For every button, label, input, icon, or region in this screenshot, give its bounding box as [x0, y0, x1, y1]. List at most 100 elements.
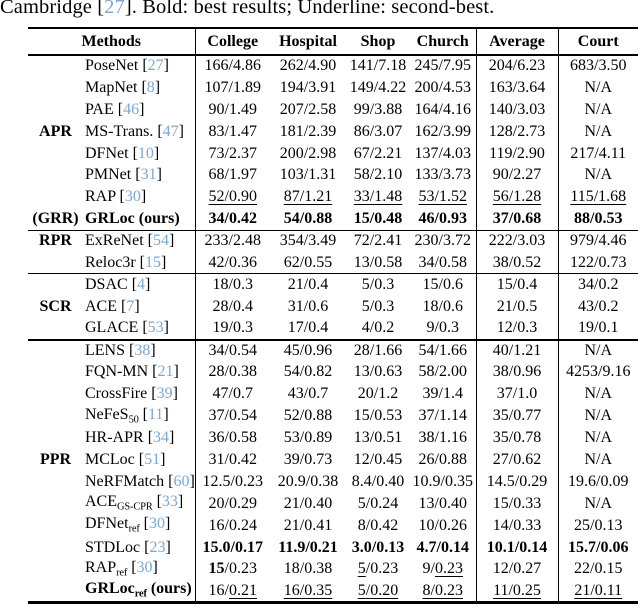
translation-error: 20	[357, 385, 374, 403]
translation-error: 166	[204, 57, 229, 75]
translation-error: 12	[353, 450, 370, 468]
rotation-error: 0.68	[513, 209, 542, 227]
value-cell: 46/0.93	[410, 208, 477, 231]
value-cell: 4253/9.16	[558, 361, 638, 383]
value-cell: 34/0.54	[195, 340, 270, 362]
rotation-error: 7.18	[378, 57, 407, 75]
citation-ref[interactable]: 39	[156, 385, 173, 403]
value-cell: 128/2.73	[476, 120, 559, 143]
citation-ref[interactable]: 15	[144, 253, 161, 271]
citation-ref[interactable]: 4	[137, 276, 146, 294]
caption-citation-ref[interactable]: 27	[104, 0, 125, 18]
rotation-error: 1.14	[438, 407, 467, 425]
citation-ref[interactable]: 27	[147, 57, 164, 75]
translation-error: 137	[414, 144, 439, 162]
value-cell: 15/0.33	[476, 492, 559, 515]
citation-ref[interactable]: 34	[153, 429, 170, 447]
citation-bracket: ]	[164, 515, 171, 533]
rotation-error: 2.90	[516, 144, 545, 162]
slash-separator: /	[224, 209, 229, 227]
col-header-court: Court	[577, 32, 619, 50]
method-cell: LENS [38]	[83, 339, 196, 362]
translation-error: 8	[357, 516, 366, 534]
translation-error: 15.0	[202, 538, 231, 556]
value-cell: N/A	[558, 121, 638, 143]
value-cell: 47/0.7	[195, 383, 270, 405]
value-cell: 13/0.51	[346, 427, 410, 449]
table-row: PAE [46] 90/1.49 207/2.58 99/3.88 164/4.16 14…	[28, 98, 638, 121]
slash-separator: /	[365, 560, 371, 578]
translation-error: 15	[353, 209, 370, 227]
translation-error: 28	[212, 297, 229, 315]
translation-error: 27	[492, 450, 509, 468]
citation-ref[interactable]: 11	[148, 405, 164, 423]
translation-error: 35	[492, 407, 509, 425]
na-value: N/A	[584, 494, 613, 512]
translation-error: 52	[208, 188, 225, 206]
translation-error: 4	[361, 319, 370, 337]
citation-ref[interactable]: 7	[126, 297, 135, 315]
value-cell: 12/0.27	[476, 558, 559, 581]
value-cell: 11/0.25	[476, 580, 559, 603]
citation-ref[interactable]: 10	[137, 144, 154, 162]
citation-ref[interactable]: 47	[162, 122, 179, 140]
slash-separator: /	[434, 209, 439, 227]
value-cell: 67/2.21	[346, 143, 410, 165]
citation-bracket: [	[128, 144, 138, 162]
citation-ref[interactable]: 30	[148, 515, 165, 533]
slash-separator: /	[365, 494, 371, 512]
citation-ref[interactable]: 31	[140, 166, 157, 184]
citation-ref[interactable]: 30	[124, 188, 141, 206]
slash-separator: /	[512, 122, 518, 140]
slash-separator: /	[438, 122, 443, 140]
method-cell: FQN-MN [21]	[83, 361, 196, 384]
slash-separator: /	[305, 538, 310, 556]
citation-ref[interactable]: 53	[147, 319, 164, 337]
citation-ref[interactable]: 30	[136, 558, 153, 576]
rotation-error: 2.58	[308, 100, 337, 118]
value-cell: 87/1.21	[270, 186, 346, 208]
translation-error: 9	[426, 319, 435, 337]
citation-ref[interactable]: 8	[146, 78, 155, 96]
value-cell: 34/0.2	[558, 274, 638, 296]
translation-error: 14.5	[486, 472, 515, 490]
slash-separator: /	[303, 166, 309, 184]
citation-bracket: ]	[140, 188, 147, 206]
citation-bracket: ]	[160, 450, 166, 468]
citation-ref[interactable]: 46	[123, 100, 140, 118]
translation-error: 13	[418, 494, 435, 512]
value-cell: 5/0.24	[346, 493, 410, 515]
translation-error: 13	[353, 253, 370, 271]
group-label: RPR	[39, 232, 72, 250]
citation-ref[interactable]: 21	[157, 363, 174, 381]
translation-error: 8.4	[351, 472, 372, 490]
translation-error: 22	[574, 560, 591, 578]
slash-separator: /	[224, 166, 229, 184]
citation-ref[interactable]: 51	[144, 450, 161, 468]
rotation-error: 0.11	[594, 581, 623, 599]
translation-error: 140	[488, 100, 513, 118]
slash-separator: /	[512, 385, 518, 403]
slash-separator: /	[434, 407, 439, 425]
translation-error: 18	[283, 560, 300, 578]
translation-error: 17	[287, 319, 304, 337]
citation-ref[interactable]: 38	[134, 342, 151, 360]
rotation-error: 0.89	[304, 429, 333, 447]
citation-ref[interactable]: 60	[173, 472, 190, 490]
slash-separator: /	[303, 232, 309, 250]
translation-error: 31	[287, 297, 304, 315]
method-name: ACE	[85, 493, 117, 511]
citation-ref[interactable]: 54	[152, 232, 169, 250]
value-cell: 181/2.39	[270, 121, 346, 143]
rotation-error: 1.4	[442, 385, 463, 403]
citation-ref[interactable]: 23	[149, 538, 166, 556]
citation-ref[interactable]: 33	[161, 493, 178, 511]
translation-error: 15	[496, 276, 513, 294]
value-cell: 141/7.18	[346, 55, 410, 77]
citation-bracket: [	[135, 253, 145, 271]
translation-error: 18	[212, 276, 229, 294]
slash-separator: /	[512, 57, 518, 75]
rotation-error: 0.23	[370, 560, 399, 578]
value-cell: 83/1.47	[195, 121, 270, 143]
translation-error: 222	[488, 232, 513, 250]
